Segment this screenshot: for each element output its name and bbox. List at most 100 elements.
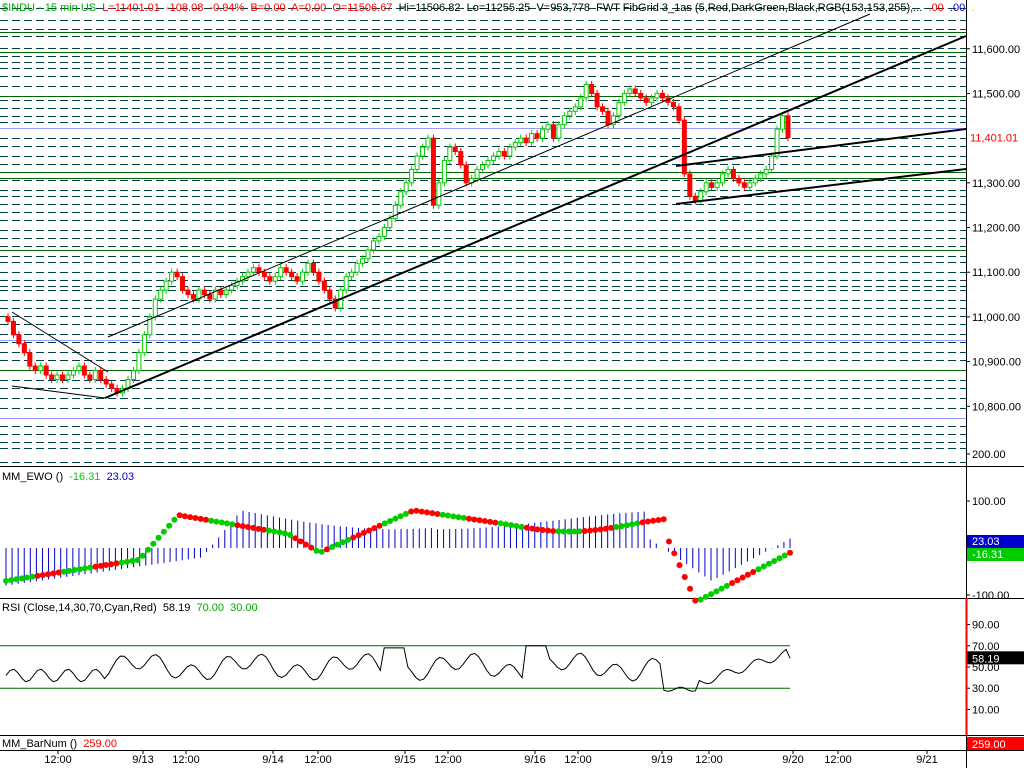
- ewo-dot: [18, 575, 25, 582]
- candle-body: [32, 365, 38, 372]
- last-price: L=11401.01: [102, 2, 160, 14]
- candle-body: [38, 365, 44, 372]
- candle: [250, 264, 256, 276]
- candle: [300, 268, 306, 285]
- candle-body: [103, 378, 109, 385]
- candle-body: [332, 298, 338, 309]
- ewo-dot: [3, 577, 9, 584]
- candle-body: [736, 177, 742, 184]
- ewo-dot: [534, 526, 541, 533]
- candle: [725, 165, 731, 178]
- candle: [447, 143, 453, 165]
- ewo-value-2: 23.03: [106, 471, 135, 483]
- candle-body: [523, 137, 529, 144]
- rsi-lower: 30.00: [230, 602, 258, 614]
- ewo-tag-2-bg: [967, 548, 1024, 561]
- candle: [403, 179, 409, 196]
- price-tick-label: 11,000.00: [972, 312, 1020, 324]
- candle: [469, 174, 475, 187]
- ewo-dot: [787, 549, 793, 556]
- ewo-dot: [8, 577, 15, 584]
- candle-body: [414, 155, 420, 170]
- candle-body: [681, 119, 687, 175]
- candle: [660, 89, 666, 102]
- rsi-tick-label: 50.00: [972, 662, 1000, 674]
- time-label: 9/19: [651, 754, 672, 766]
- candle: [196, 286, 202, 303]
- candle: [21, 340, 27, 357]
- candle: [774, 125, 780, 160]
- ewo-dot: [255, 525, 262, 532]
- candle-body: [60, 374, 66, 380]
- candle: [703, 179, 709, 196]
- last-price-tag-bg: [967, 130, 1024, 145]
- ewo-dot: [66, 567, 73, 574]
- candle-body: [720, 173, 726, 184]
- ewo-dot: [145, 546, 152, 553]
- ewo-dot: [629, 521, 636, 528]
- ewo-dot: [408, 508, 415, 515]
- candle: [730, 165, 736, 182]
- candle: [180, 273, 186, 294]
- ewo-dot: [302, 541, 309, 548]
- ewo-dot: [13, 576, 20, 583]
- ewo-dot: [329, 544, 336, 551]
- candle: [436, 179, 442, 209]
- ewo-dot: [134, 557, 141, 564]
- ewo-dot: [734, 577, 741, 584]
- ewo-dot: [239, 523, 246, 530]
- candle: [130, 366, 136, 384]
- ewo-dot: [392, 515, 399, 522]
- ewo-dot: [50, 570, 57, 577]
- candle: [398, 188, 404, 209]
- ewo-dot: [181, 513, 188, 520]
- ewo-dot: [744, 571, 751, 578]
- candle: [714, 179, 720, 191]
- ewo-dot: [387, 517, 394, 524]
- ask-value: A=0.00: [291, 2, 327, 14]
- candle: [741, 179, 747, 191]
- candle-body: [10, 320, 16, 336]
- candle: [632, 85, 638, 98]
- candle: [38, 362, 44, 375]
- candle: [550, 121, 556, 142]
- ewo-dot: [729, 580, 736, 587]
- candle-body: [540, 128, 546, 139]
- candle-body: [201, 289, 207, 296]
- candle: [594, 89, 600, 111]
- ewo-dot: [208, 517, 215, 524]
- ewo-dot: [39, 572, 46, 579]
- candle: [316, 268, 322, 285]
- candle: [283, 264, 289, 276]
- candle-body: [398, 191, 404, 206]
- candle-body: [436, 182, 442, 206]
- candle-body: [741, 182, 747, 188]
- candle: [758, 170, 764, 182]
- time-label: 9/20: [782, 754, 803, 766]
- candle: [305, 259, 311, 276]
- ewo-dot: [555, 528, 562, 535]
- candle: [103, 375, 109, 388]
- trendline-6: [675, 168, 967, 205]
- candle: [420, 143, 426, 160]
- candle-body: [752, 177, 758, 184]
- ewo-dot: [166, 522, 173, 529]
- candle: [365, 246, 371, 263]
- ewo-dot: [129, 557, 136, 564]
- ewo-dot: [739, 574, 746, 581]
- candle: [512, 139, 518, 151]
- price-tick-label: 11,100.00: [972, 267, 1020, 279]
- candle-body: [92, 370, 98, 380]
- ewo-dot: [24, 574, 31, 581]
- candle-body: [289, 271, 295, 278]
- candle-body: [496, 151, 502, 157]
- candle-body: [185, 289, 191, 296]
- time-label: 9/16: [524, 754, 545, 766]
- ewo-dot: [250, 524, 257, 531]
- ewo-dot: [287, 532, 294, 539]
- ewo-dot: [245, 524, 252, 531]
- ewo-dot: [339, 539, 346, 546]
- candle-body: [98, 370, 104, 380]
- ewo-dot: [697, 596, 704, 603]
